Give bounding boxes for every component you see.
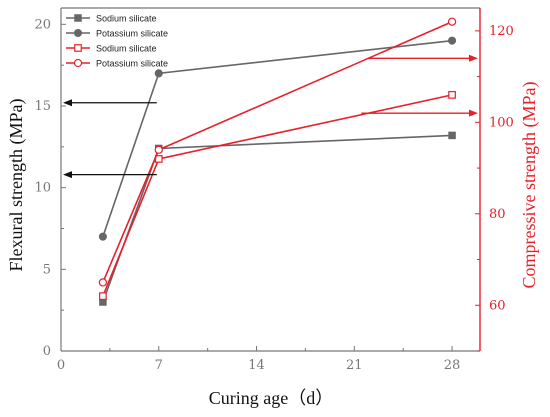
x-tick-label: 0	[57, 358, 65, 373]
annotation-arrow-right	[368, 54, 478, 62]
left-tick-label: 0	[43, 344, 51, 359]
x-tick-label: 14	[248, 358, 265, 373]
series-3	[99, 91, 456, 300]
legend-item-2: Potassium silicate	[66, 29, 168, 39]
legend-marker	[73, 28, 83, 38]
y-axis-title-left: Flexural strength (MPa)	[6, 99, 27, 272]
left-tick-label: 15	[34, 99, 51, 114]
series-line	[102, 94, 453, 297]
data-point	[448, 131, 456, 140]
annotation-layer	[63, 54, 478, 179]
series-layer	[98, 17, 457, 306]
x-axis-title: Curing age（d）	[209, 388, 333, 408]
x-tick-label: 21	[346, 358, 363, 373]
data-point	[154, 145, 163, 154]
data-point	[98, 278, 108, 287]
legend-label: Sodium silicate	[96, 14, 157, 24]
series-line	[102, 39, 453, 237]
left-tick-label: 20	[34, 17, 51, 32]
data-point	[448, 36, 457, 45]
arrow-head	[63, 171, 72, 179]
bottom-axis: 0 7 14 21 28	[57, 346, 460, 373]
arrow-head	[469, 109, 478, 117]
series-1	[99, 131, 456, 306]
x-tick-label: 28	[444, 358, 461, 373]
data-point	[99, 292, 107, 300]
x-tick-label: 7	[155, 358, 163, 373]
right-tick-label: 120	[489, 24, 514, 39]
y-axis-title-right: Compressive strength (MPa)	[519, 82, 540, 289]
right-tick-label: 80	[489, 207, 506, 222]
legend-label: Sodium silicate	[96, 44, 157, 54]
legend: Sodium silicate Potassium silicate Sodium …	[66, 14, 168, 69]
legend-item-3: Sodium silicate	[66, 44, 157, 54]
annotation-arrow-left	[63, 171, 157, 179]
data-point	[154, 69, 163, 78]
arrow-head	[469, 54, 478, 62]
legend-marker	[74, 44, 82, 52]
data-point	[447, 17, 457, 26]
legend-marker	[74, 14, 82, 22]
legend-label: Potassium silicate	[96, 59, 168, 69]
legend-item-1: Sodium silicate	[66, 14, 157, 24]
right-tick-label: 100	[489, 115, 514, 130]
left-tick-label: 5	[43, 262, 51, 277]
annotation-arrow-left	[63, 99, 157, 107]
right-tick-label: 60	[489, 298, 506, 313]
legend-marker	[73, 58, 83, 68]
legend-item-4: Potassium silicate	[66, 59, 168, 69]
left-axis: 0 5 10 15 20	[34, 17, 66, 359]
data-point	[448, 91, 456, 99]
annotation-arrow-right	[361, 109, 478, 117]
data-point	[98, 232, 107, 241]
series-4	[98, 17, 457, 287]
left-tick-label: 10	[34, 181, 51, 196]
series-2	[98, 36, 457, 241]
plot-frame	[60, 7, 481, 352]
legend-label: Potassium silicate	[96, 29, 168, 39]
right-axis: 60 80 100 120	[475, 24, 514, 352]
arrow-head	[63, 99, 72, 107]
